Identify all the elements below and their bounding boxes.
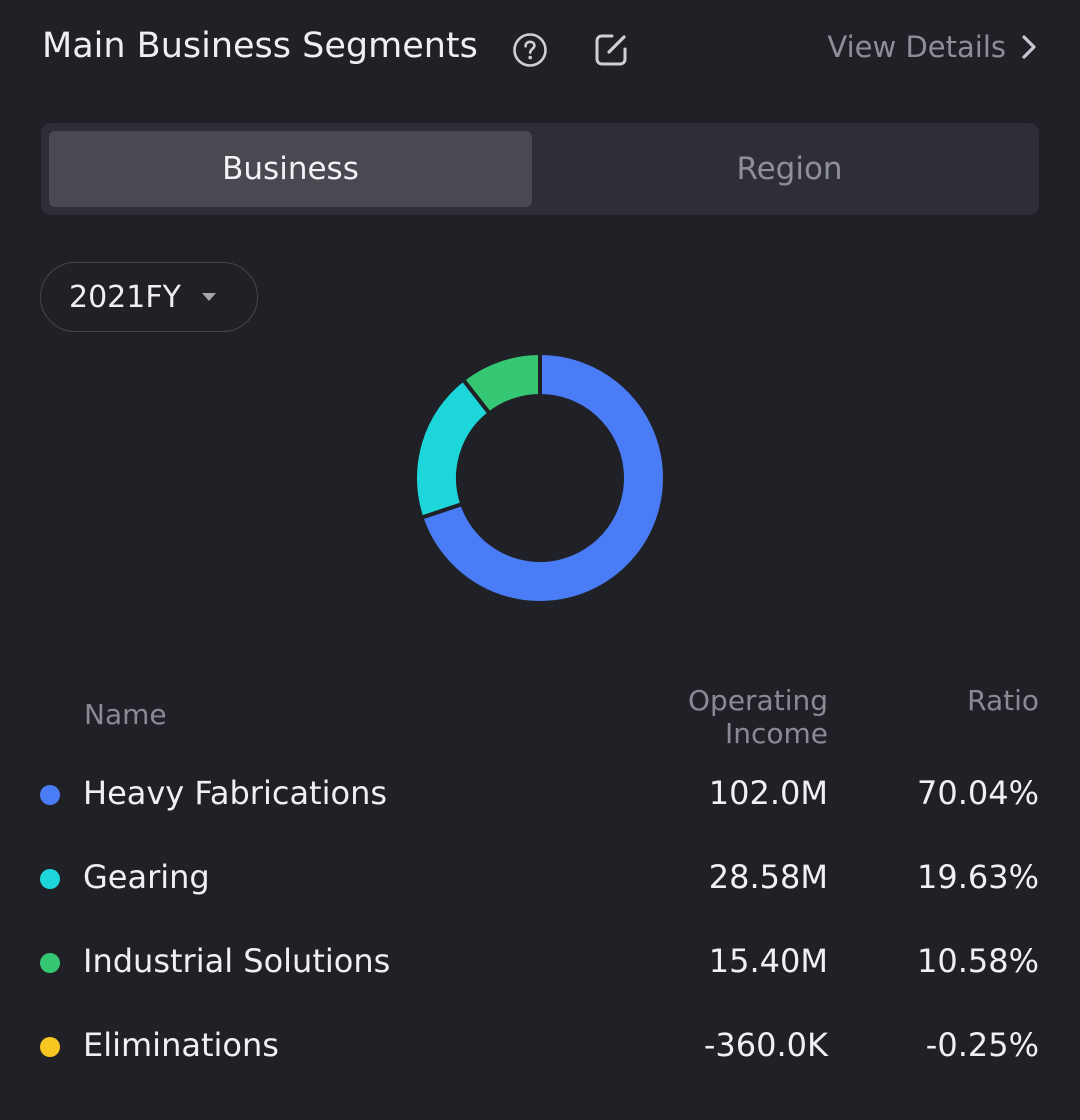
segment-name: Industrial Solutions <box>83 942 391 980</box>
table-row[interactable]: Eliminations -360.0K -0.25% <box>0 1014 1080 1074</box>
section-header: Main Business Segments View Details <box>42 22 1038 78</box>
donut-slice-industrial-solutions[interactable] <box>461 351 542 416</box>
table-row[interactable]: Industrial Solutions 15.40M 10.58% <box>0 930 1080 990</box>
table-row[interactable]: Gearing 28.58M 19.63% <box>0 846 1080 906</box>
legend-dot <box>40 785 60 805</box>
segment-operating-income: 102.0M <box>708 774 828 812</box>
section-title: Main Business Segments <box>42 26 478 66</box>
column-header-income-line2: Income <box>724 717 828 750</box>
donut-slice-heavy-fabrications[interactable] <box>419 351 667 605</box>
column-header-income-line1: Operating <box>688 684 828 717</box>
view-details-link[interactable]: View Details <box>827 30 1038 64</box>
table-row[interactable]: Heavy Fabrications 102.0M 70.04% <box>0 762 1080 822</box>
edit-icon[interactable] <box>592 31 630 69</box>
period-select-value: 2021FY <box>69 279 181 315</box>
segment-ratio: -0.25% <box>925 1026 1039 1064</box>
period-select[interactable]: 2021FY <box>40 262 258 332</box>
help-circle-icon[interactable] <box>512 32 548 68</box>
chevron-right-icon <box>1022 35 1036 59</box>
tab-region[interactable]: Region <box>736 151 843 187</box>
segment-operating-income: -360.0K <box>703 1026 828 1064</box>
segmented-control: Business Region <box>41 123 1039 215</box>
column-header-name: Name <box>84 698 167 731</box>
legend-dot <box>40 1037 60 1057</box>
segment-ratio: 10.58% <box>916 942 1039 980</box>
donut-chart <box>413 351 667 605</box>
tab-business[interactable]: Business <box>49 131 532 207</box>
segment-ratio: 19.63% <box>916 858 1039 896</box>
segment-name: Gearing <box>83 858 210 896</box>
column-header-ratio: Ratio <box>967 684 1039 717</box>
column-header-operating-income: Operating Income <box>688 684 828 750</box>
caret-down-icon <box>201 293 216 301</box>
segment-operating-income: 28.58M <box>708 858 828 896</box>
segment-name: Heavy Fabrications <box>83 774 388 812</box>
segment-operating-income: 15.40M <box>708 942 828 980</box>
legend-dot <box>40 869 60 889</box>
segment-name: Eliminations <box>83 1026 279 1064</box>
legend-dot <box>40 953 60 973</box>
segment-ratio: 70.04% <box>916 774 1039 812</box>
view-details-label: View Details <box>827 30 1006 64</box>
